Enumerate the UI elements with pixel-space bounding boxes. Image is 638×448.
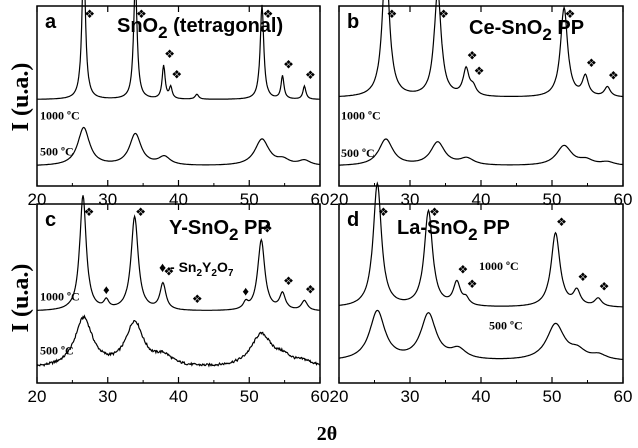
cassiterite-marker: ❖ [136,7,147,21]
trace-1000C [37,195,321,311]
x-tick-label: 30 [98,387,117,406]
cassiterite-marker: ❖ [84,205,95,219]
x-tick-label: 60 [311,387,330,406]
cassiterite-marker: ❖ [171,67,182,81]
trace-label: 500 ºC [489,318,523,332]
pyrochlore-marker: ♦ [242,283,249,298]
cassiterite-marker: ❖ [474,64,485,78]
trace-1000C [37,0,320,100]
cassiterite-marker: ❖ [467,49,478,63]
cassiterite-marker: ❖ [164,265,175,279]
cassiterite-marker: ❖ [262,222,273,236]
panel-title: Ce-SnO2 PP [469,17,584,44]
trace-500C [338,309,624,361]
x-tick-label: 40 [169,387,188,406]
x-axis-label: 2θ [317,423,337,445]
panel-title: Y-SnO2 PP [169,217,271,244]
x-tick-label: 20 [28,387,47,406]
cassiterite-marker: ❖ [577,270,588,284]
pyrochlore-legend: ♦ - Sn2Y2O7 [159,259,234,279]
cassiterite-marker: ❖ [467,277,478,291]
trace-label: 1000 ºC [479,259,519,273]
x-tick-label: 60 [614,387,633,406]
panel-label: b [347,11,359,33]
x-tick-label: 50 [543,387,562,406]
cassiterite-marker: ❖ [305,282,316,296]
panel-title: La-SnO2 PP [397,217,510,244]
trace-label: 1000 ºC [40,108,80,122]
cassiterite-marker: ❖ [135,205,146,219]
cassiterite-marker: ❖ [192,292,203,306]
panel-label: a [45,11,57,33]
y-axis-label-top: I (u.a.) [8,63,34,132]
panel-title: SnO2 (tetragonal) [117,15,283,42]
cassiterite-marker: ❖ [305,68,316,82]
trace-1000C [338,181,624,308]
cassiterite-marker: ❖ [263,7,274,21]
trace-label: 1000 ºC [341,108,381,122]
trace-label: 500 ºC [40,343,74,357]
cassiterite-marker: ❖ [283,274,294,288]
cassiterite-marker: ❖ [378,205,389,219]
y-axis-label-bottom: I (u.a.) [8,264,34,333]
trace-500C [37,126,321,166]
panel-c: 20 30 40 50 60 1000 ºC 500 ºC ❖ ❖ ❖ ❖ ❖ ❖ ❖ ♦ ♦ ♦ - Sn2Y… [28,195,330,406]
cassiterite-marker: ❖ [565,7,576,21]
trace-label: 500 ºC [40,144,74,158]
cassiterite-marker: ❖ [586,56,597,70]
trace-label: 1000 ºC [40,290,80,304]
cassiterite-marker: ❖ [599,280,610,294]
cassiterite-marker: ❖ [164,47,175,61]
x-tick-label: 20 [330,387,349,406]
cassiterite-marker: ❖ [84,7,95,21]
trace-label: 500 ºC [341,146,375,160]
pyrochlore-marker: ♦ [103,282,110,297]
cassiterite-marker: ❖ [283,57,294,71]
trace-1000C [339,0,624,98]
cassiterite-marker: ❖ [457,262,468,276]
cassiterite-marker: ❖ [429,205,440,219]
trace-500C [339,138,624,166]
panel-label: d [347,209,359,231]
x-tick-label: 30 [401,387,420,406]
cassiterite-marker: ❖ [556,215,567,229]
x-tick-label: 50 [240,387,259,406]
panel-label: c [45,209,56,231]
cassiterite-marker: ❖ [438,7,449,21]
cassiterite-marker: ❖ [608,68,619,82]
trace-500C [36,314,321,368]
cassiterite-marker: ❖ [386,7,397,21]
x-tick-label: 40 [472,387,491,406]
